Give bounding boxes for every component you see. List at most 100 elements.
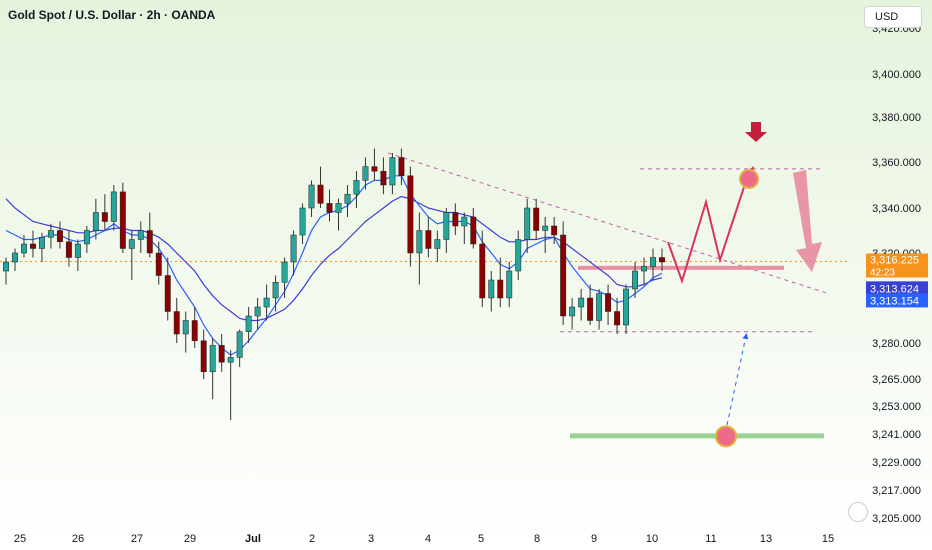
- x-tick-label: 9: [591, 533, 597, 545]
- x-tick-label: 10: [646, 533, 658, 545]
- x-tick-label: 15: [822, 533, 834, 545]
- candle-body: [380, 170, 387, 186]
- currency-button[interactable]: USD: [864, 6, 922, 28]
- candle-body: [326, 203, 333, 213]
- candle-body: [362, 166, 369, 181]
- candle-body: [281, 261, 288, 283]
- candle-body: [515, 239, 522, 272]
- candle-body: [650, 257, 656, 267]
- candle-body: [614, 311, 621, 326]
- candle-body: [218, 345, 225, 363]
- candle-body: [596, 293, 603, 321]
- candle-body: [299, 207, 306, 236]
- y-tick-label: 3,340.000: [872, 203, 921, 215]
- candle-body: [30, 243, 36, 249]
- candle-body: [74, 243, 81, 258]
- target-zone: [570, 433, 824, 439]
- candle-body: [308, 184, 315, 209]
- candle-body: [128, 239, 135, 249]
- candle-body: [353, 180, 360, 195]
- x-tick-label: 5: [478, 533, 484, 545]
- x-tick-label: 4: [425, 533, 431, 545]
- x-tick-label: 13: [760, 533, 772, 545]
- y-tick-label: 3,241.000: [872, 429, 921, 441]
- candle-body: [479, 243, 486, 299]
- y-tick-label: 3,217.000: [872, 485, 921, 497]
- candle-body: [65, 241, 72, 258]
- candle-body: [560, 234, 567, 317]
- candle-body: [425, 230, 432, 249]
- candle-body: [21, 243, 27, 254]
- y-tick-label: 3,205.000: [872, 513, 921, 525]
- candle-body: [3, 261, 9, 272]
- x-tick-label: 26: [72, 533, 84, 545]
- candle-body: [56, 230, 63, 242]
- candle-body: [164, 275, 171, 312]
- y-tick-label: 3,280.000: [872, 338, 921, 350]
- candle-body: [182, 320, 189, 335]
- candle-body: [470, 216, 477, 245]
- candle-body: [542, 225, 549, 231]
- candle-body: [146, 230, 153, 254]
- candle-body: [290, 234, 297, 263]
- support-zone: [578, 265, 784, 270]
- x-tick-label: 3: [368, 533, 374, 545]
- x-tick-label: 27: [131, 533, 143, 545]
- price-label-current: [866, 253, 928, 278]
- x-tick-label: 29: [184, 533, 196, 545]
- target-low-circle[interactable]: [715, 425, 737, 448]
- candle-body: [200, 340, 207, 373]
- candle-body: [407, 175, 414, 254]
- target-high-circle[interactable]: [739, 168, 759, 189]
- candle-body: [12, 252, 18, 263]
- candle-body: [452, 212, 459, 227]
- candle-body: [641, 266, 647, 272]
- projection-dashed-arrow: [726, 333, 749, 426]
- candle-body: [461, 216, 468, 227]
- candle-body: [497, 279, 504, 299]
- big-down-arrow-icon: [793, 170, 822, 272]
- candle-body: [506, 270, 513, 299]
- candle-body: [416, 230, 423, 254]
- candle-body: [254, 306, 261, 317]
- candle-body: [344, 193, 351, 204]
- price-label-ema-slow: [866, 281, 928, 296]
- candle-body: [191, 320, 198, 341]
- price-label-ema-slow-value: 3,313.624: [870, 283, 919, 295]
- candle-body: [623, 288, 630, 326]
- candle-body: [110, 191, 117, 222]
- candle-body: [119, 191, 126, 249]
- candle-body: [101, 212, 108, 222]
- candle-body: [137, 230, 144, 240]
- us-flag-icon: [848, 502, 868, 522]
- y-tick-label: 3,265.000: [872, 374, 921, 386]
- candle-body: [632, 270, 638, 290]
- y-tick-label: 3,229.000: [872, 457, 921, 469]
- candle-body: [209, 345, 216, 373]
- y-tick-label: 3,380.000: [872, 112, 921, 124]
- x-tick-label: 2: [309, 533, 315, 545]
- candle-body: [434, 239, 441, 249]
- candle-body: [236, 331, 243, 358]
- candle-body: [272, 282, 279, 299]
- candle-body: [245, 315, 252, 332]
- candle-body: [569, 306, 576, 317]
- candle-body: [263, 297, 270, 308]
- candle-body: [227, 357, 234, 363]
- candle-body: [443, 212, 450, 240]
- candle-body: [533, 207, 540, 231]
- chart-title: Gold Spot / U.S. Dollar · 2h · OANDA: [8, 8, 216, 22]
- y-tick-label: 3,360.000: [872, 157, 921, 169]
- price-label-ema-fast: [866, 293, 928, 308]
- candle-body: [83, 230, 90, 245]
- x-tick-label: Jul: [245, 533, 261, 545]
- candle-body: [587, 297, 594, 321]
- y-tick-label: 3,253.000: [872, 401, 921, 413]
- price-label-current-value: 3,316.225: [870, 254, 919, 266]
- candle-body: [389, 157, 396, 186]
- x-tick-label: 25: [14, 533, 26, 545]
- price-label-ema-fast-value: 3,313.154: [870, 295, 919, 307]
